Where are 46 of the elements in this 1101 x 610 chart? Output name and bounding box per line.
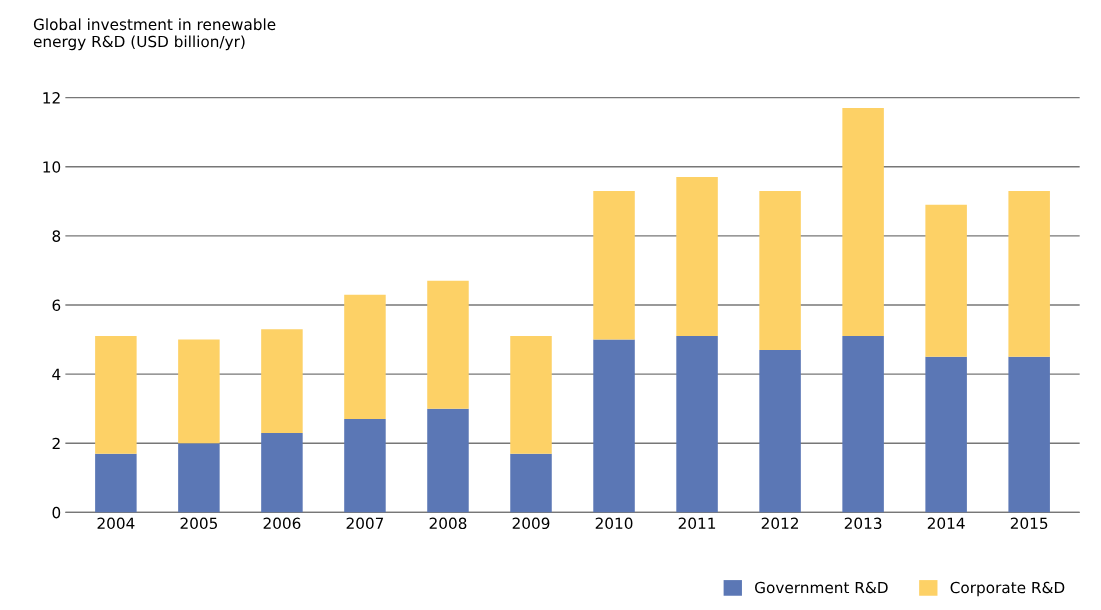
bar — [593, 339, 635, 513]
bar — [427, 280, 469, 409]
x-tick-label: 2008 — [429, 517, 467, 530]
bar — [842, 336, 884, 513]
bar — [344, 294, 386, 420]
x-tick-label: 2015 — [1010, 517, 1048, 530]
y-tick-label: 10 — [43, 161, 61, 173]
bar — [925, 356, 967, 513]
y-tick-label: 2 — [52, 437, 60, 450]
bar — [344, 419, 386, 513]
bar — [842, 107, 884, 337]
y-tick-label: 12 — [43, 92, 60, 104]
bar — [925, 204, 967, 357]
y-tick-label: 8 — [52, 230, 61, 242]
x-tick-label: 2013 — [844, 517, 882, 530]
bar — [427, 408, 469, 513]
bar — [178, 443, 220, 513]
bar — [178, 339, 220, 444]
bar — [510, 336, 552, 454]
bar — [759, 349, 801, 513]
bar — [759, 190, 801, 350]
x-tick-label: 2009 — [512, 517, 550, 530]
bar — [261, 432, 303, 513]
bar — [510, 453, 552, 513]
y-tick-label: 6 — [52, 299, 61, 312]
x-tick-label: 2005 — [180, 517, 218, 530]
bar — [261, 329, 303, 433]
bar — [95, 453, 137, 513]
legend-label: Government R&D — [755, 581, 888, 594]
bar — [676, 177, 718, 337]
x-tick-label: 2006 — [263, 517, 301, 530]
bar — [95, 336, 137, 454]
x-tick-label: 2004 — [97, 517, 135, 530]
bar — [1008, 356, 1050, 513]
x-tick-label: 2012 — [761, 517, 798, 530]
x-tick-label: 2010 — [595, 517, 633, 530]
bar — [1008, 190, 1050, 357]
y-tick-label: 4 — [52, 368, 61, 380]
bar — [593, 190, 635, 340]
y-tick-label: 0 — [52, 506, 61, 519]
bar — [676, 336, 718, 513]
x-tick-label: 2014 — [927, 517, 965, 530]
x-tick-label: 2007 — [346, 517, 384, 530]
x-tick-label: 2011 — [678, 517, 716, 530]
legend-label: Corporate R&D — [950, 581, 1065, 597]
y-axis-title: Global investment in renewable energy R&D (USD billion/yr) — [33, 18, 276, 51]
